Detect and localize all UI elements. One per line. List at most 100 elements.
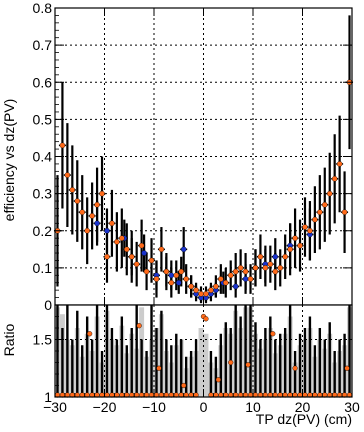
orange-marker	[297, 242, 303, 249]
x-tick-label: 10	[245, 399, 261, 415]
orange-marker	[59, 142, 66, 149]
orange-marker	[178, 268, 185, 275]
orange-marker	[64, 172, 71, 178]
top-y-tick-label: 0.2	[33, 223, 53, 239]
orange-marker	[79, 209, 86, 215]
orange-marker	[203, 291, 209, 297]
x-tick-label: −10	[142, 399, 166, 415]
blue-marker	[242, 276, 249, 282]
orange-marker	[272, 268, 279, 275]
ratio-marker	[228, 359, 234, 366]
ratio-marker	[181, 382, 187, 389]
orange-marker	[133, 261, 140, 267]
efficiency-panel: 0 0.1 0.2 0.3 0.4 0.5 0.6 0.7 0.8 efficiency vs …	[1, 0, 354, 313]
orange-marker	[213, 283, 219, 290]
blue-marker	[272, 253, 279, 260]
orange-marker	[282, 253, 288, 260]
orange-marker	[114, 239, 120, 245]
orange-marker	[99, 190, 105, 197]
orange-marker	[247, 276, 254, 282]
orange-marker	[148, 257, 155, 264]
ratio-marker	[203, 316, 209, 322]
orange-marker	[307, 227, 313, 234]
blue-marker	[180, 246, 187, 253]
blue-marker	[232, 283, 239, 290]
bottom-y-tick-label: 1	[44, 389, 52, 405]
orange-marker	[153, 276, 160, 282]
orange-marker	[119, 235, 125, 241]
orange-marker	[302, 224, 308, 230]
ratio-markers	[54, 313, 353, 398]
orange-marker	[198, 291, 204, 297]
orange-marker	[173, 272, 180, 279]
orange-marker	[242, 268, 249, 275]
ratio-bar	[203, 333, 209, 397]
orange-marker	[138, 242, 145, 249]
orange-marker	[104, 253, 110, 260]
x-tick-label: 20	[295, 399, 311, 415]
orange-marker	[317, 209, 323, 215]
orange-marker	[336, 161, 343, 167]
top-y-tick-label: 0.3	[33, 186, 53, 202]
top-ticks: 0 0.1 0.2 0.3 0.4 0.5 0.6 0.7 0.8	[33, 0, 353, 313]
orange-marker	[143, 268, 150, 275]
top-y-tick-label: 0.8	[33, 0, 53, 16]
x-tick-label: 0	[200, 399, 208, 415]
orange-marker	[277, 265, 284, 271]
blue-marker	[94, 220, 100, 227]
orange-marker	[331, 175, 338, 182]
ratio-marker	[87, 331, 93, 337]
blue-marker	[175, 279, 182, 286]
x-tick-label: −20	[93, 399, 117, 415]
orange-marker	[262, 265, 269, 271]
orange-marker	[292, 235, 298, 241]
orange-marker	[232, 268, 239, 275]
top-plot-frame	[55, 8, 352, 305]
top-y-tick-label: 0.6	[33, 74, 53, 90]
top-y-tick-label: 0.4	[33, 149, 53, 165]
orange-marker	[74, 198, 81, 204]
orange-marker	[312, 216, 318, 223]
top-y-axis-title: efficiency vs dz(PV)	[1, 99, 17, 222]
ratio-bar	[198, 328, 204, 397]
bottom-y-tick-label: 1.5	[33, 332, 53, 348]
orange-marker	[128, 253, 135, 260]
orange-marker	[321, 201, 328, 208]
orange-marker	[168, 279, 175, 286]
orange-marker	[163, 268, 170, 275]
orange-marker	[267, 261, 274, 267]
ratio-marker	[292, 365, 298, 371]
orange-marker	[109, 220, 115, 227]
orange-marker	[237, 265, 244, 271]
top-series	[53, 15, 354, 304]
orange-marker	[94, 201, 100, 208]
top-y-tick-label: 0.7	[33, 37, 53, 53]
bottom-ticks: −30 −20 −10 0 10 20 30 1 1.5	[33, 304, 360, 415]
x-tick-label: 30	[344, 399, 360, 415]
orange-marker	[84, 227, 90, 234]
orange-marker	[227, 272, 234, 279]
orange-marker	[257, 253, 264, 260]
orange-marker	[222, 279, 229, 286]
ratio-marker	[215, 377, 221, 383]
orange-marker	[326, 190, 333, 197]
orange-marker	[208, 287, 214, 293]
blue-marker	[141, 250, 147, 256]
orange-marker	[188, 283, 194, 290]
ratio-marker	[245, 362, 251, 368]
blue-marker	[168, 272, 175, 279]
orange-marker	[69, 187, 76, 193]
ratio-panel: −30 −20 −10 0 10 20 30 1 1.5 Ratio TP dz(PV) (cm…	[1, 304, 360, 427]
orange-marker	[123, 246, 130, 253]
ratio-marker	[344, 365, 350, 371]
top-y-tick-label: 0	[44, 297, 52, 313]
bottom-grid	[55, 305, 352, 397]
ratio-marker	[136, 323, 142, 329]
ratio-marker	[156, 365, 162, 371]
orange-marker	[193, 287, 199, 293]
orange-marker	[218, 276, 224, 282]
x-tick-label: −30	[43, 399, 67, 415]
x-axis-title: TP dz(PV) (cm)	[256, 411, 352, 427]
top-y-tick-label: 0.1	[33, 260, 53, 276]
